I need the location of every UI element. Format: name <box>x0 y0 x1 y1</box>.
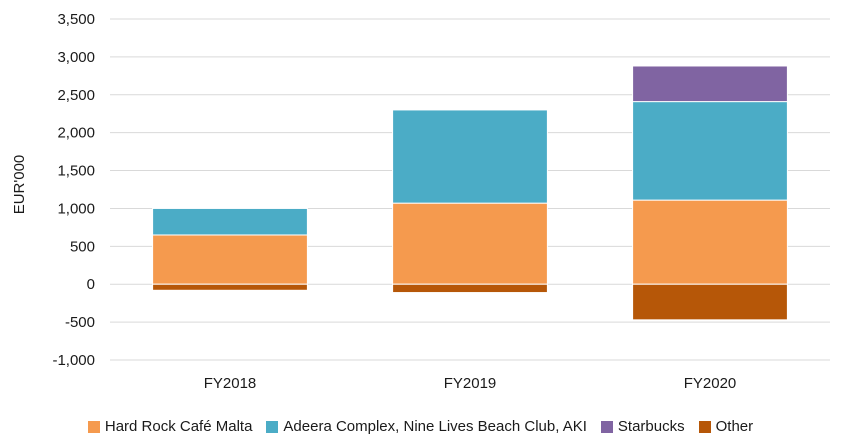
legend-label: Starbucks <box>617 418 685 435</box>
legend-swatch <box>87 420 100 433</box>
stacked-bar-chart: -1,000 -500 0 500 1,000 1,500 2,000 2,500 3,000 3… <box>11 11 830 392</box>
bar-segment <box>392 202 548 285</box>
y-tick-label: -1,000 <box>52 352 95 369</box>
y-tick-label: 2,000 <box>57 125 95 142</box>
bar-segment <box>152 207 308 236</box>
legend: Hard Rock Café Malta Adeera Complex, Nine… <box>0 418 841 435</box>
y-tick-label: 3,500 <box>57 11 95 28</box>
y-tick-label: -500 <box>65 314 95 331</box>
legend-swatch <box>600 420 613 433</box>
y-tick-label: 3,000 <box>57 49 95 66</box>
y-axis-ticks: -1,000 -500 0 500 1,000 1,500 2,000 2,500 3,000 3… <box>52 11 95 369</box>
y-tick-label: 1,000 <box>57 200 95 217</box>
bar-segment <box>392 109 548 204</box>
legend-label: Adeera Complex, Nine Lives Beach Club, A… <box>283 418 587 435</box>
legend-item: Adeera Complex, Nine Lives Beach Club, A… <box>266 418 587 435</box>
legend-label: Other <box>715 418 754 435</box>
legend-item: Other <box>698 418 754 435</box>
x-tick-label: FY2020 <box>684 375 737 392</box>
legend-item: Starbucks <box>600 418 685 435</box>
legend-swatch <box>698 420 711 433</box>
bar-segment <box>152 234 308 285</box>
legend-swatch <box>266 420 279 433</box>
bar-segment <box>632 65 788 103</box>
bars <box>152 65 788 321</box>
x-tick-label: FY2019 <box>444 375 497 392</box>
y-tick-label: 2,500 <box>57 87 95 104</box>
y-tick-label: 1,500 <box>57 163 95 180</box>
y-tick-label: 0 <box>87 276 95 293</box>
legend-label: Hard Rock Café Malta <box>104 418 253 435</box>
y-tick-label: 500 <box>70 238 95 255</box>
x-tick-label: FY2018 <box>204 375 257 392</box>
y-axis-title: EUR'000 <box>11 155 28 215</box>
bar-segment <box>392 283 548 294</box>
bar-segment <box>632 101 788 201</box>
bar-segment <box>152 283 308 291</box>
bar-segment <box>632 199 788 285</box>
legend-item: Hard Rock Café Malta <box>87 418 253 435</box>
bar-segment <box>632 283 788 321</box>
x-axis-ticks: FY2018 FY2019 FY2020 <box>204 375 737 392</box>
